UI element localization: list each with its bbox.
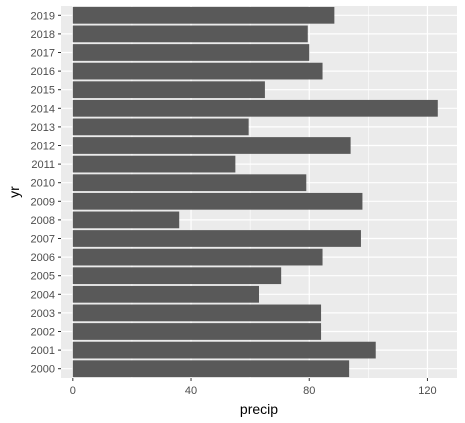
y-tick-label: 2015 <box>31 85 55 97</box>
bar-2014 <box>72 99 438 117</box>
bar-2003 <box>72 304 322 322</box>
x-axis-title: precip <box>240 401 278 417</box>
bar-2006 <box>72 248 323 266</box>
bars <box>72 6 438 378</box>
y-tick-label: 2016 <box>31 66 55 78</box>
y-tick-label: 2008 <box>31 215 55 227</box>
bar-2017 <box>72 44 310 61</box>
bar-2000 <box>72 360 350 378</box>
x-tick-label: 0 <box>70 385 76 397</box>
y-tick-label: 2003 <box>31 308 55 320</box>
bar-2005 <box>72 267 282 285</box>
y-tick-label: 2011 <box>31 159 55 171</box>
y-tick-label: 2014 <box>31 103 55 115</box>
y-tick-label: 2007 <box>31 234 55 246</box>
y-axis-title: yr <box>6 186 22 198</box>
bar-2018 <box>72 25 308 43</box>
y-tick-label: 2001 <box>31 345 55 357</box>
y-tick-label: 2012 <box>31 141 55 153</box>
bar-2008 <box>72 211 180 229</box>
bar-2011 <box>72 155 236 173</box>
y-tick-label: 2006 <box>31 252 55 264</box>
y-tick-label: 2005 <box>31 271 55 283</box>
bar-2016 <box>72 62 323 80</box>
bar-2015 <box>72 81 265 99</box>
bar-2012 <box>72 137 351 154</box>
plot-panel <box>61 6 457 378</box>
y-tick-label: 2019 <box>31 10 55 22</box>
y-tick-label: 2000 <box>31 364 55 376</box>
x-tick-label: 80 <box>303 385 315 397</box>
y-tick-label: 2002 <box>31 327 55 339</box>
y-tick-label: 2017 <box>31 48 55 60</box>
bar-2019 <box>72 6 335 24</box>
bar-2002 <box>72 323 322 340</box>
x-tick-label: 40 <box>185 385 197 397</box>
bar-2010 <box>72 174 307 192</box>
bar-2013 <box>72 118 249 136</box>
bar-2001 <box>72 341 376 359</box>
y-tick-label: 2013 <box>31 122 55 134</box>
y-tick-label: 2009 <box>31 196 55 208</box>
bar-2004 <box>72 285 259 303</box>
x-axis: 0 40 80 120 <box>70 378 437 397</box>
bar-2007 <box>72 230 361 247</box>
y-tick-label: 2018 <box>31 29 55 41</box>
x-tick-label: 120 <box>418 385 436 397</box>
bar-2009 <box>72 192 363 210</box>
y-axis: 2000 2001 2002 2003 2004 2005 2006 2007 2008 2009… <box>31 10 61 376</box>
y-tick-label: 2010 <box>31 178 55 190</box>
y-tick-label: 2004 <box>31 289 55 301</box>
